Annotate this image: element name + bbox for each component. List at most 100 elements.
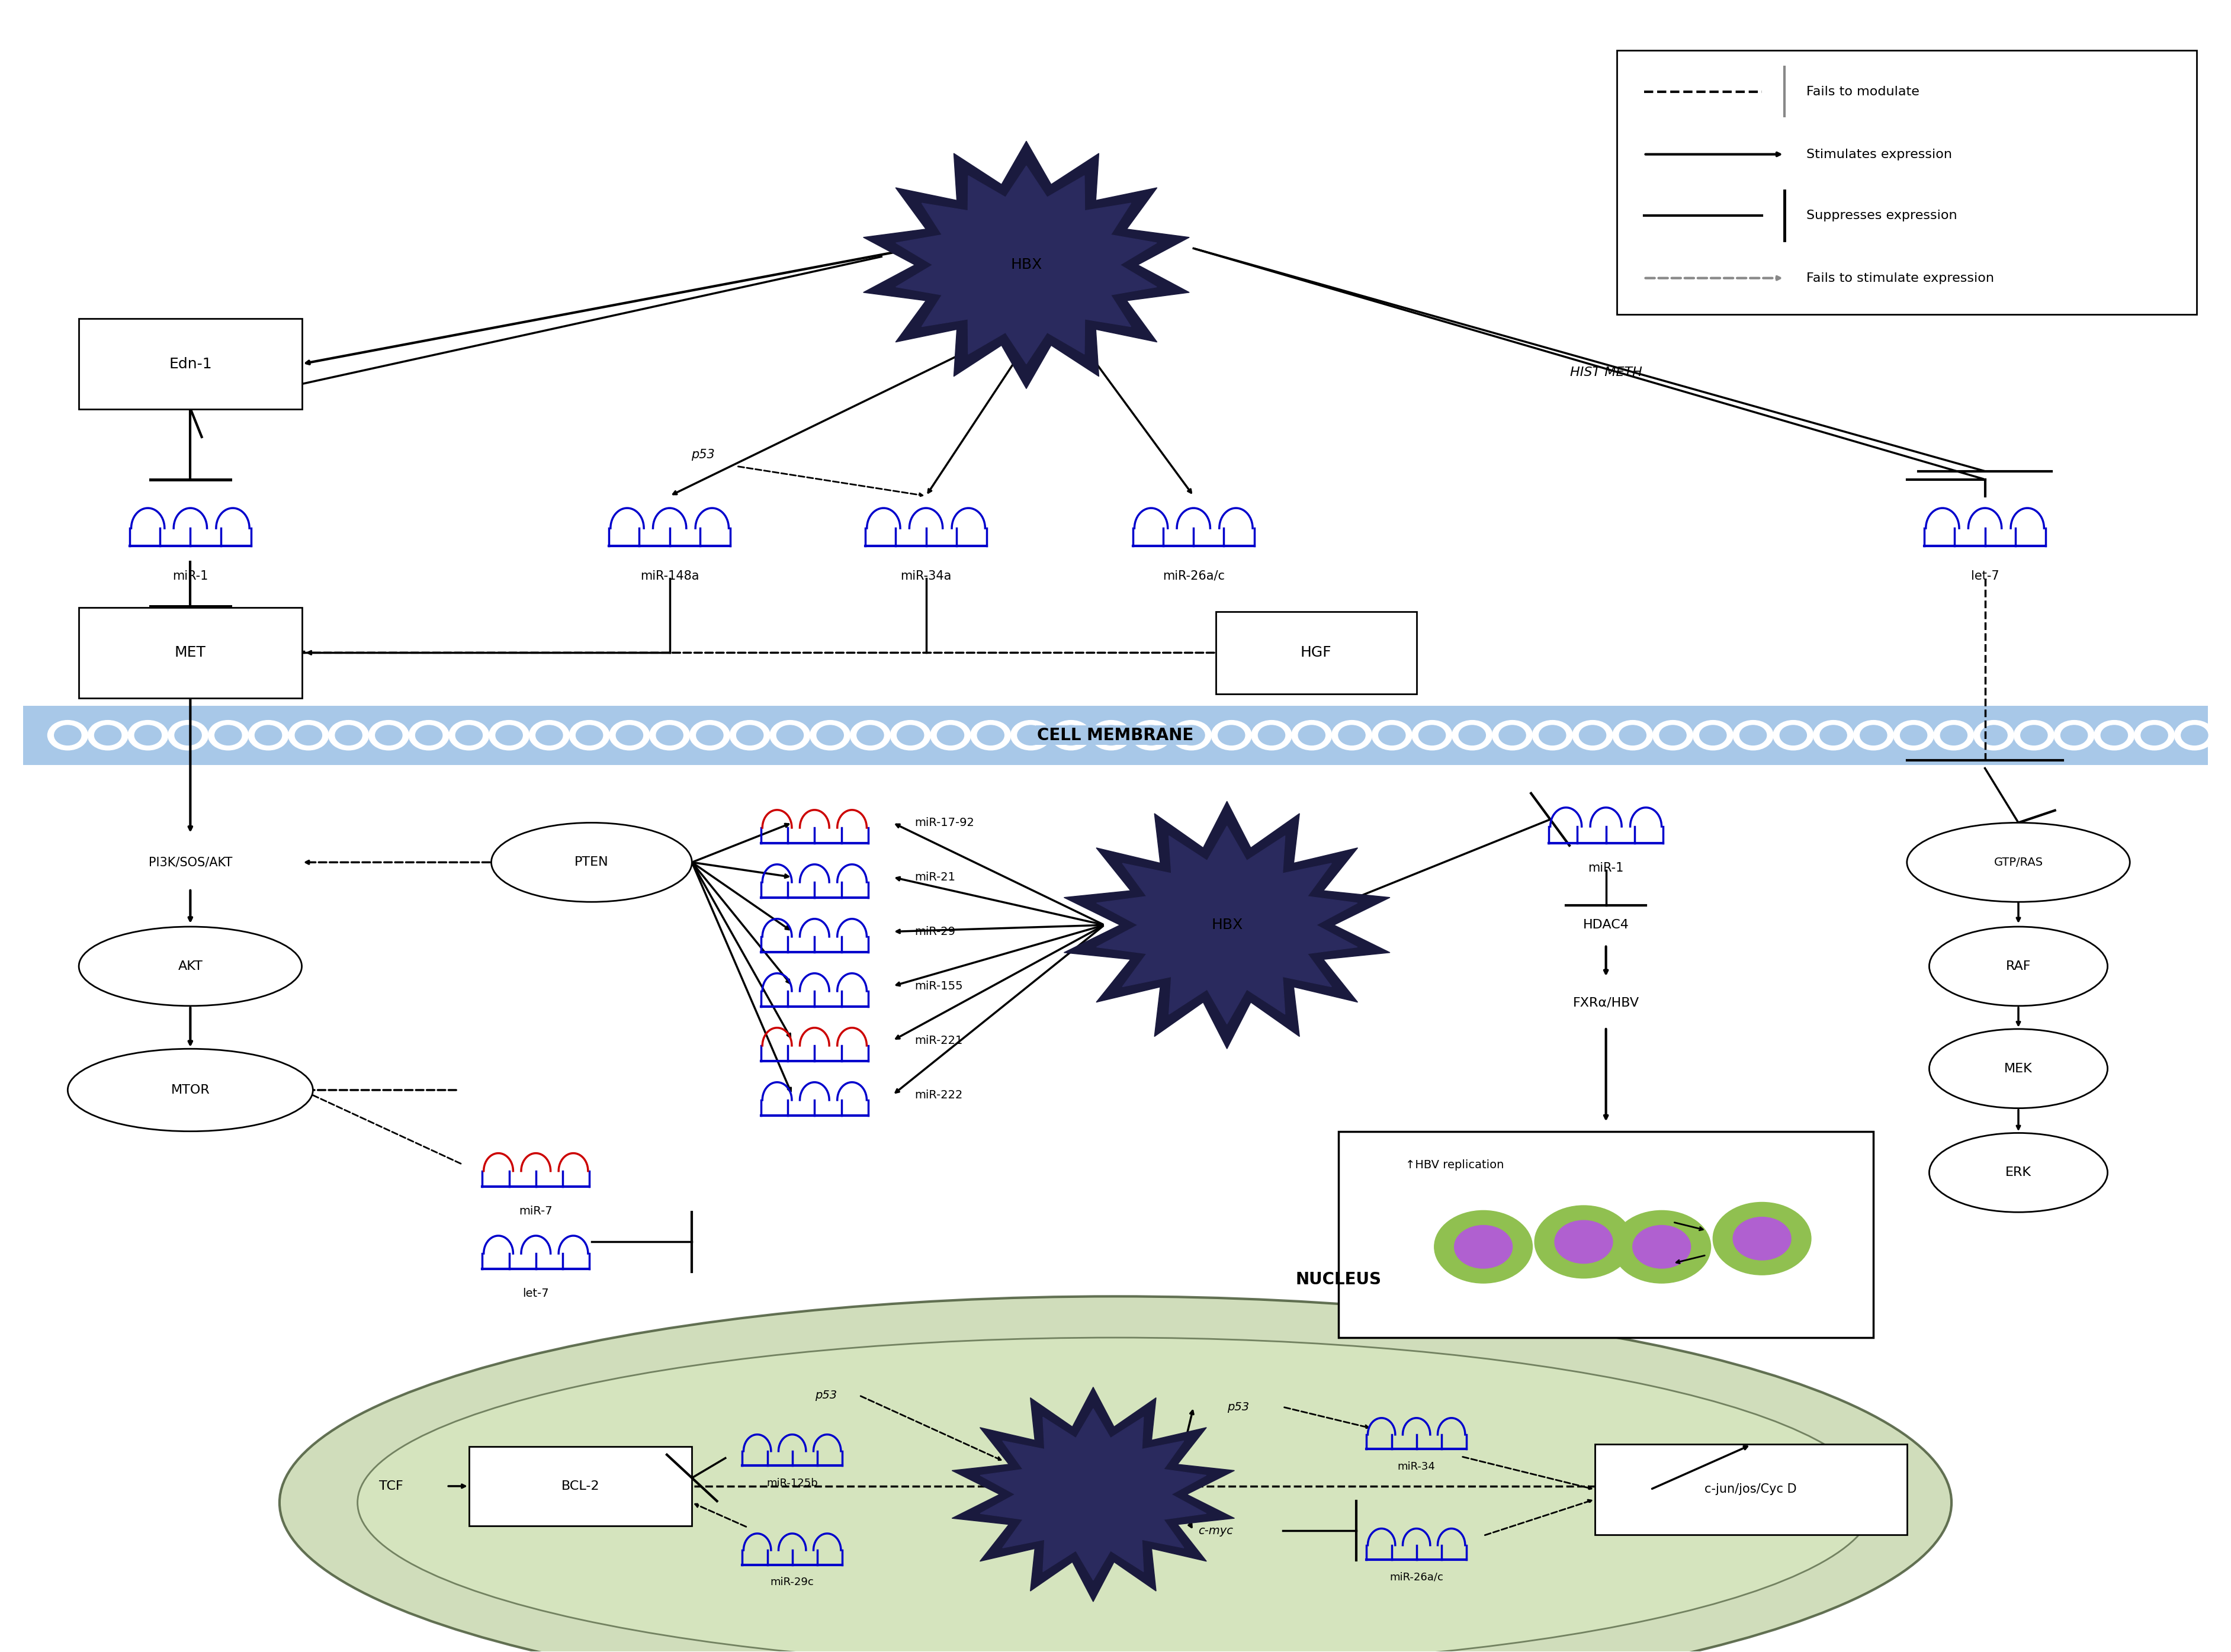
Circle shape [2135, 720, 2175, 750]
Circle shape [535, 725, 562, 745]
Ellipse shape [1013, 1454, 1174, 1536]
Circle shape [1131, 720, 1171, 750]
Text: HBX: HBX [1011, 258, 1042, 273]
Circle shape [207, 720, 248, 750]
Circle shape [1620, 725, 1646, 745]
Circle shape [569, 720, 609, 750]
Circle shape [1740, 725, 1767, 745]
Text: GTP/RAS: GTP/RAS [1995, 857, 2044, 867]
Circle shape [1419, 725, 1446, 745]
Text: Fails to stimulate expression: Fails to stimulate expression [1807, 273, 1995, 284]
Circle shape [857, 725, 883, 745]
FancyBboxPatch shape [22, 705, 2209, 765]
FancyBboxPatch shape [1595, 1444, 1908, 1535]
Circle shape [1435, 1211, 1533, 1284]
Circle shape [1211, 720, 1252, 750]
Text: HBX: HBX [1080, 1488, 1107, 1500]
Circle shape [1613, 1211, 1711, 1284]
Polygon shape [1098, 826, 1356, 1024]
FancyBboxPatch shape [78, 319, 301, 410]
Text: HDAC4: HDAC4 [1584, 919, 1629, 932]
Circle shape [897, 725, 924, 745]
Ellipse shape [279, 1297, 1952, 1652]
Circle shape [1535, 1206, 1633, 1279]
Circle shape [1372, 720, 1412, 750]
Text: miR-17-92: miR-17-92 [915, 818, 975, 828]
Ellipse shape [491, 823, 692, 902]
Circle shape [254, 725, 281, 745]
Circle shape [1098, 725, 1124, 745]
Text: let-7: let-7 [522, 1289, 549, 1300]
Circle shape [810, 720, 850, 750]
Text: miR-26a/c: miR-26a/c [1162, 570, 1225, 582]
Text: miR-29c: miR-29c [770, 1578, 814, 1588]
Circle shape [649, 720, 689, 750]
Text: FXRα/HBV: FXRα/HBV [1573, 996, 1640, 1008]
Circle shape [455, 725, 482, 745]
Circle shape [1814, 720, 1854, 750]
Circle shape [1178, 725, 1205, 745]
Circle shape [1412, 720, 1452, 750]
Circle shape [1379, 725, 1406, 745]
Circle shape [1733, 720, 1774, 750]
Circle shape [2142, 725, 2169, 745]
Circle shape [495, 725, 522, 745]
Circle shape [248, 720, 288, 750]
Text: TCF: TCF [379, 1480, 404, 1492]
Circle shape [375, 725, 402, 745]
Circle shape [1861, 725, 1887, 745]
FancyBboxPatch shape [78, 608, 301, 699]
Circle shape [1533, 720, 1573, 750]
Circle shape [94, 725, 120, 745]
Polygon shape [1064, 801, 1390, 1049]
Circle shape [2055, 720, 2095, 750]
Circle shape [1218, 725, 1245, 745]
Circle shape [1780, 725, 1807, 745]
Text: miR-1: miR-1 [1588, 862, 1624, 874]
Circle shape [656, 725, 683, 745]
Text: AKT: AKT [178, 960, 203, 971]
Circle shape [2102, 725, 2128, 745]
Circle shape [1653, 720, 1693, 750]
Text: ERK: ERK [2006, 1166, 2032, 1178]
Circle shape [1539, 725, 1566, 745]
Circle shape [1854, 720, 1894, 750]
Text: Edn-1: Edn-1 [170, 357, 212, 372]
Circle shape [1011, 720, 1051, 750]
Text: c-jun/jos/Cyc D: c-jun/jos/Cyc D [1704, 1483, 1796, 1495]
Circle shape [489, 720, 529, 750]
Circle shape [937, 725, 964, 745]
Circle shape [890, 720, 930, 750]
Text: miR-29: miR-29 [915, 927, 955, 937]
Circle shape [448, 720, 489, 750]
Ellipse shape [937, 220, 1116, 311]
FancyBboxPatch shape [469, 1447, 692, 1526]
Circle shape [214, 725, 241, 745]
Polygon shape [979, 1409, 1207, 1581]
Circle shape [2175, 720, 2215, 750]
Circle shape [1493, 720, 1533, 750]
Circle shape [1580, 725, 1606, 745]
Circle shape [1901, 725, 1928, 745]
Circle shape [529, 720, 569, 750]
Circle shape [689, 720, 730, 750]
Text: miR-125b: miR-125b [767, 1479, 819, 1488]
Circle shape [616, 725, 643, 745]
Text: miR-26a/c: miR-26a/c [1390, 1573, 1443, 1583]
Circle shape [609, 720, 649, 750]
Ellipse shape [1930, 1133, 2108, 1213]
Circle shape [1573, 720, 1613, 750]
Text: miR-1: miR-1 [172, 570, 207, 582]
Polygon shape [953, 1388, 1234, 1602]
Circle shape [1171, 720, 1211, 750]
Circle shape [2182, 725, 2209, 745]
Ellipse shape [1930, 1029, 2108, 1108]
Circle shape [1894, 720, 1934, 750]
Circle shape [294, 725, 321, 745]
Circle shape [817, 725, 843, 745]
Text: HBX: HBX [1211, 919, 1243, 932]
Text: c-myc: c-myc [1198, 1525, 1234, 1536]
Circle shape [1700, 725, 1727, 745]
Circle shape [696, 725, 723, 745]
Text: miR-34: miR-34 [1397, 1462, 1435, 1472]
